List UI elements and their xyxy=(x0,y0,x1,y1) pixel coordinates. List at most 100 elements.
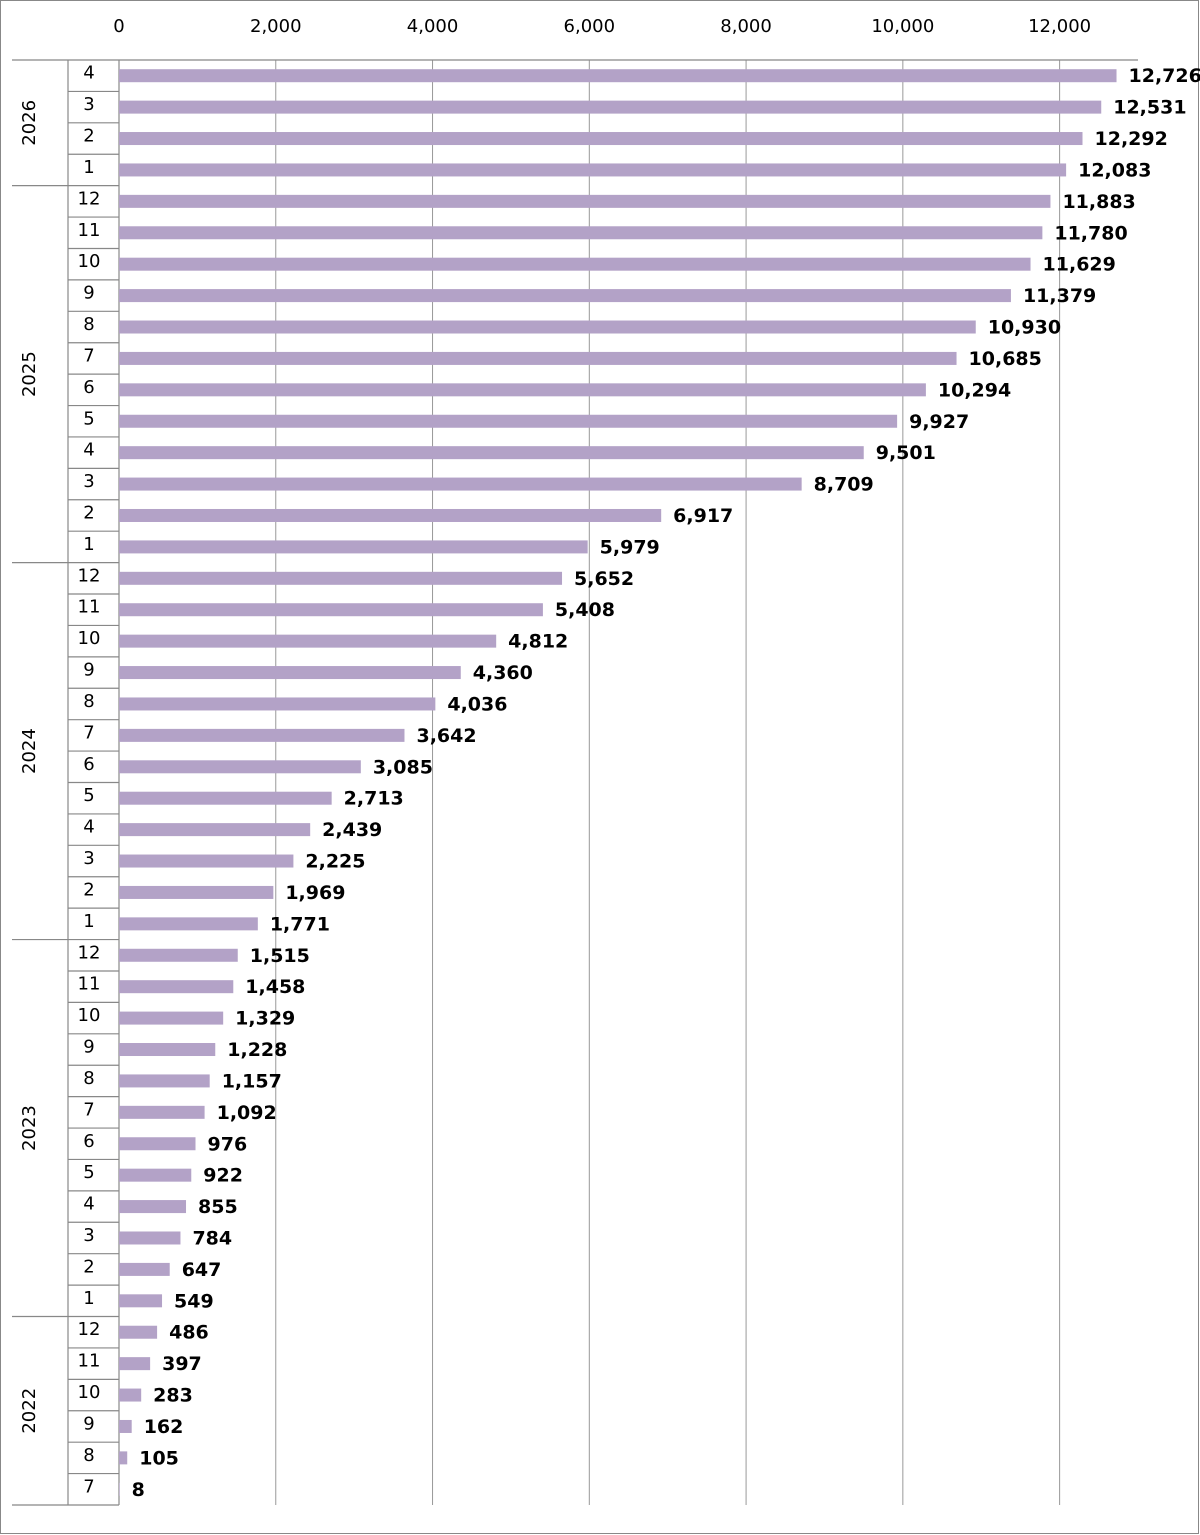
bar xyxy=(119,351,957,365)
value-label: 8,709 xyxy=(814,474,874,496)
category-label: 1 xyxy=(83,534,94,555)
value-label: 10,930 xyxy=(988,317,1061,339)
bar xyxy=(119,1074,210,1088)
bar xyxy=(119,69,1117,83)
bar xyxy=(119,791,332,805)
bar xyxy=(119,383,926,397)
bar xyxy=(119,100,1102,114)
value-label: 486 xyxy=(169,1322,209,1344)
category-label: 12 xyxy=(78,188,101,209)
value-label: 2,439 xyxy=(322,819,382,841)
bar xyxy=(119,320,976,334)
value-label: 397 xyxy=(162,1353,202,1375)
value-label: 11,629 xyxy=(1043,254,1116,276)
value-label: 12,531 xyxy=(1113,97,1186,119)
value-label: 3,642 xyxy=(416,725,476,747)
bar xyxy=(119,603,543,617)
bar xyxy=(119,1357,151,1371)
value-label: 5,408 xyxy=(555,599,615,621)
category-label: 6 xyxy=(83,1131,94,1152)
category-label: 2 xyxy=(83,879,94,900)
category-label: 7 xyxy=(83,345,94,366)
value-label: 1,157 xyxy=(222,1070,282,1092)
value-label: 976 xyxy=(208,1133,248,1155)
category-label: 4 xyxy=(83,440,94,461)
bar xyxy=(119,917,258,931)
value-label: 9,501 xyxy=(876,442,936,464)
bar xyxy=(119,1419,132,1433)
category-label: 9 xyxy=(83,660,94,681)
category-label: 8 xyxy=(83,1068,94,1089)
value-label: 3,085 xyxy=(373,756,433,778)
value-label: 4,036 xyxy=(447,693,507,715)
bar xyxy=(119,226,1043,240)
category-label: 2 xyxy=(83,502,94,523)
category-label: 3 xyxy=(83,471,94,492)
bar xyxy=(119,1451,128,1465)
value-label: 11,780 xyxy=(1054,222,1127,244)
bar xyxy=(119,1137,196,1151)
x-tick-label: 12,000 xyxy=(1028,16,1091,37)
category-label: 12 xyxy=(78,565,101,586)
category-label: 3 xyxy=(83,94,94,115)
bar xyxy=(119,697,436,711)
category-label: 12 xyxy=(78,942,101,963)
category-label: 5 xyxy=(83,408,94,429)
x-tick-label: 0 xyxy=(113,16,124,37)
category-label: 9 xyxy=(83,283,94,304)
value-label: 1,228 xyxy=(227,1039,287,1061)
category-label: 9 xyxy=(83,1037,94,1058)
category-label: 7 xyxy=(83,722,94,743)
category-label: 8 xyxy=(83,314,94,335)
bar xyxy=(119,132,1083,146)
bar xyxy=(119,446,864,460)
category-label: 8 xyxy=(83,691,94,712)
category-label: 4 xyxy=(83,1194,94,1215)
category-label: 11 xyxy=(78,974,101,995)
bar xyxy=(119,1388,142,1402)
category-label: 3 xyxy=(83,1225,94,1246)
value-label: 549 xyxy=(174,1290,214,1312)
value-label: 162 xyxy=(144,1416,184,1438)
category-label: 11 xyxy=(78,1351,101,1372)
category-label: 1 xyxy=(83,157,94,178)
bar xyxy=(119,1011,224,1025)
category-label: 10 xyxy=(78,1005,101,1026)
bar xyxy=(119,1043,216,1057)
value-label: 1,092 xyxy=(217,1102,277,1124)
x-tick-label: 6,000 xyxy=(564,16,616,37)
bar xyxy=(119,885,274,899)
value-label: 1,329 xyxy=(235,1008,295,1030)
value-label: 8 xyxy=(132,1479,145,1501)
value-label: 12,726 xyxy=(1129,65,1200,87)
value-label: 784 xyxy=(192,1227,232,1249)
group-label: 2023 xyxy=(19,1105,40,1151)
bar xyxy=(119,508,662,522)
value-label: 9,927 xyxy=(909,411,969,433)
bar xyxy=(119,1325,158,1339)
bar xyxy=(119,728,405,742)
value-label: 855 xyxy=(198,1196,238,1218)
bar xyxy=(119,1200,187,1214)
bar xyxy=(119,1231,181,1245)
value-label: 2,713 xyxy=(344,788,404,810)
value-label: 2,225 xyxy=(305,851,365,873)
bar xyxy=(119,1294,163,1308)
value-label: 4,812 xyxy=(508,631,568,653)
group-label: 2026 xyxy=(19,100,40,146)
bar xyxy=(119,1482,120,1496)
category-label: 1 xyxy=(83,1288,94,1309)
group-label: 2025 xyxy=(19,351,40,397)
category-label: 10 xyxy=(78,1382,101,1403)
category-label: 3 xyxy=(83,848,94,869)
value-label: 922 xyxy=(203,1165,243,1187)
bar xyxy=(119,571,563,585)
bar xyxy=(119,760,361,774)
x-tick-label: 10,000 xyxy=(871,16,934,37)
value-label: 647 xyxy=(182,1259,222,1281)
category-label: 10 xyxy=(78,628,101,649)
value-label: 1,771 xyxy=(270,913,330,935)
category-label: 1 xyxy=(83,911,94,932)
value-label: 105 xyxy=(139,1447,179,1469)
category-label: 8 xyxy=(83,1445,94,1466)
